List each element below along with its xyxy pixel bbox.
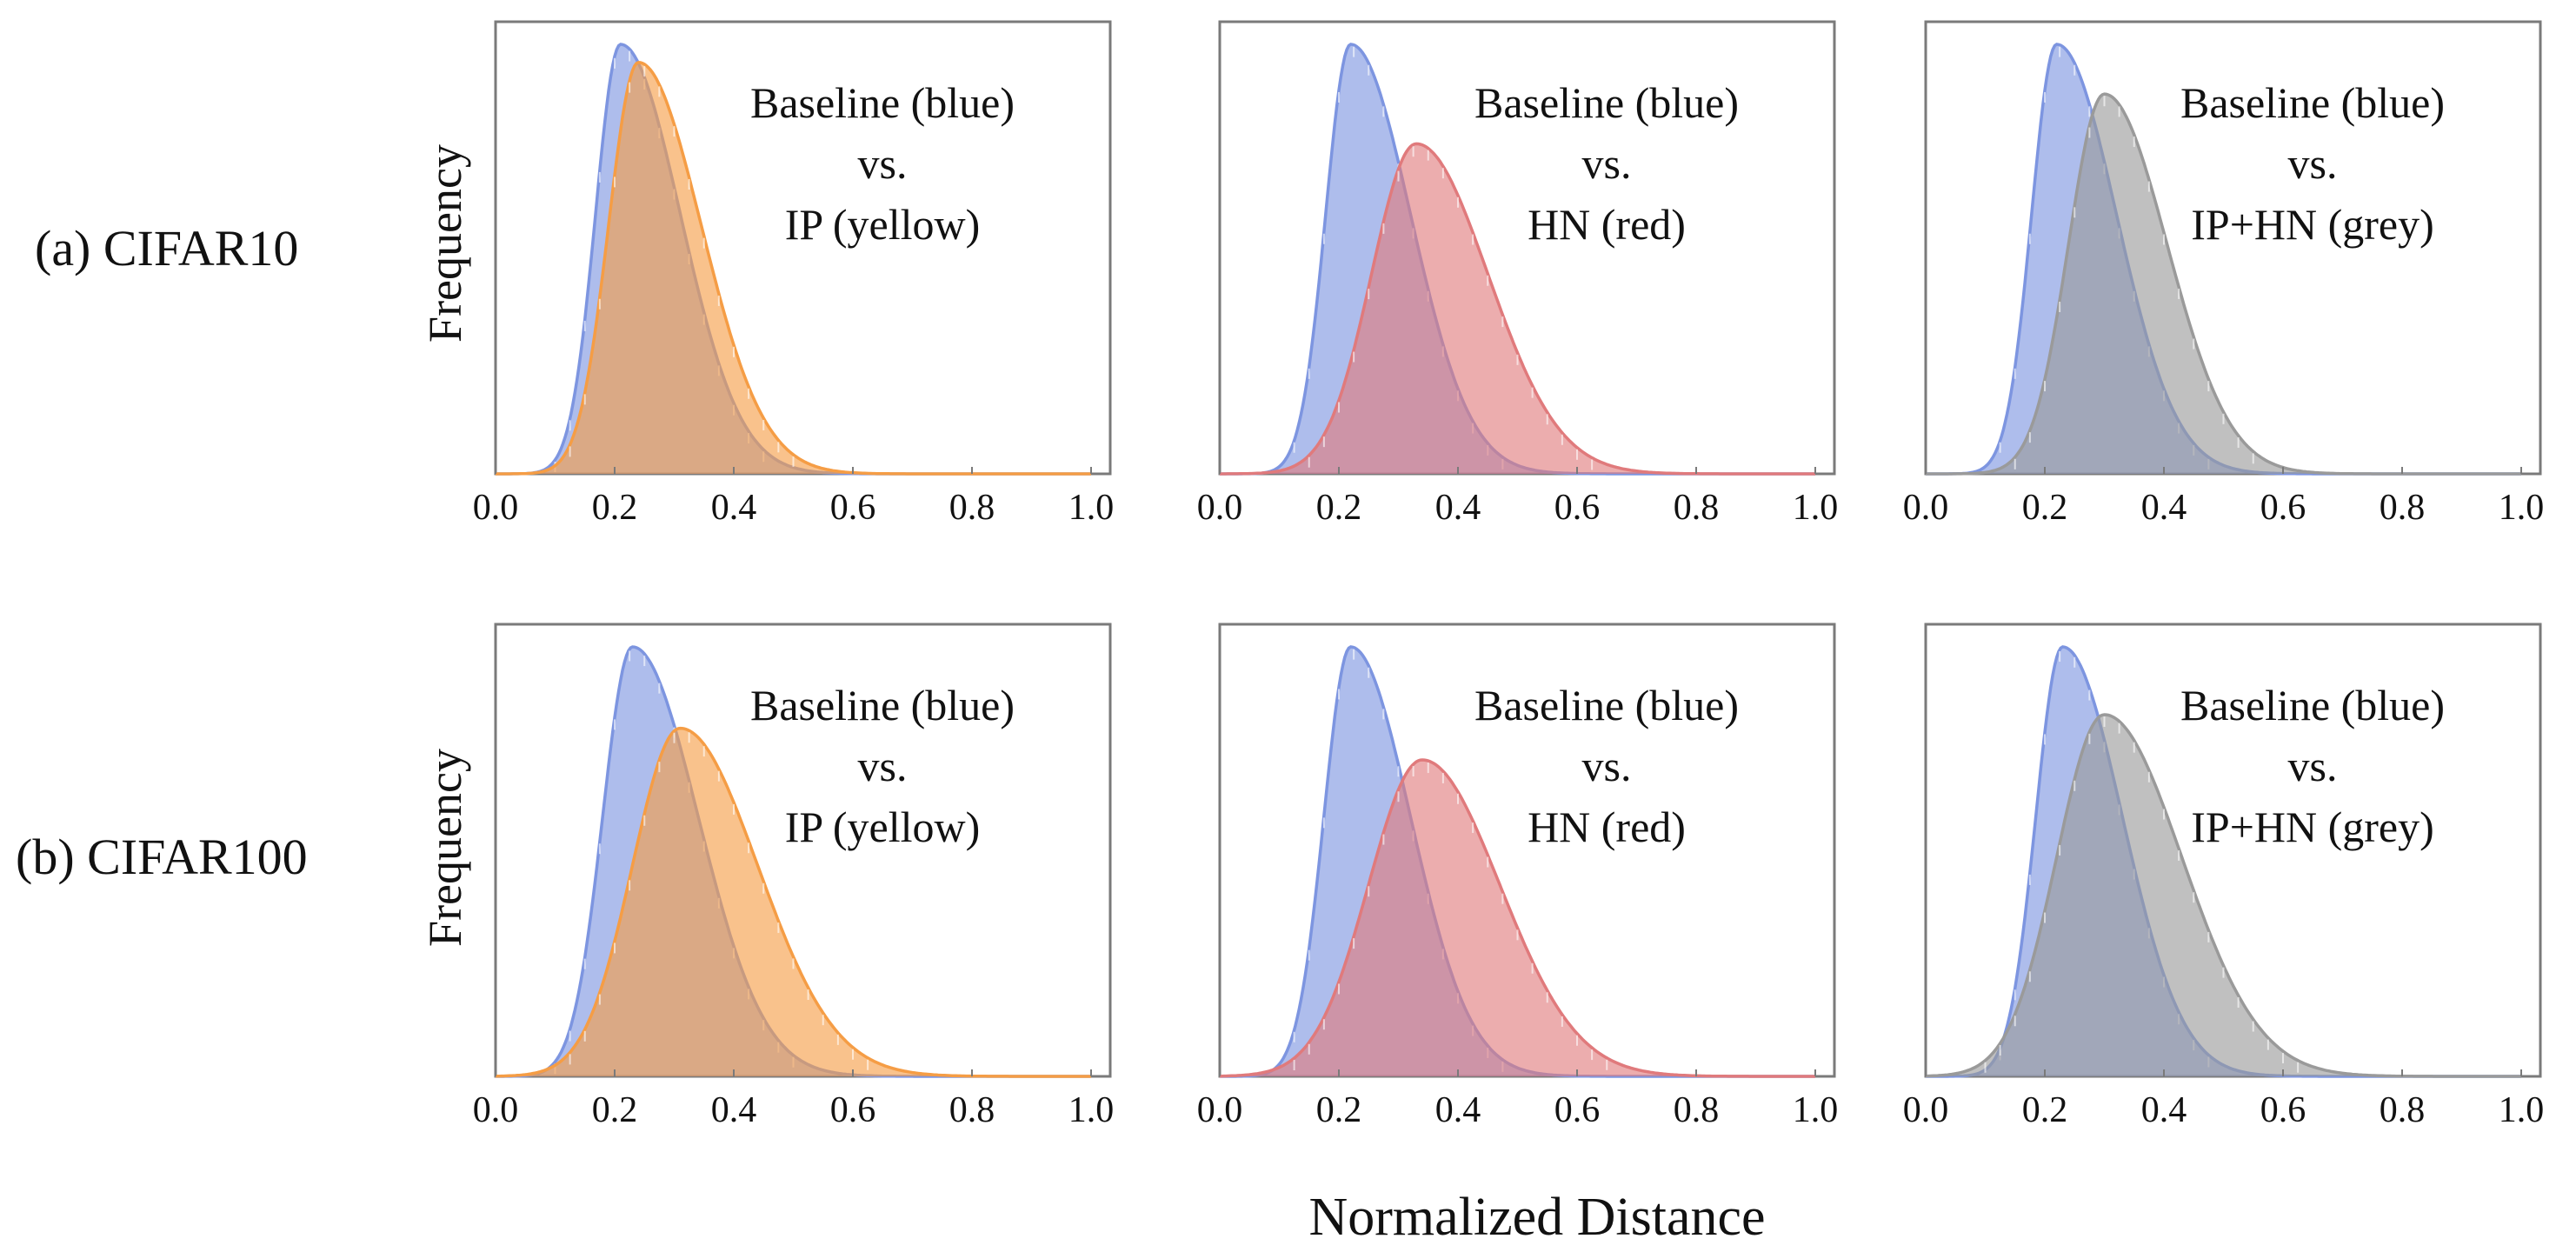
annotation-line-2: vs. [858,139,908,188]
x-tick-label: 0.6 [830,488,876,528]
series-area-ip-hn [1926,715,2521,1076]
series-line-hn [1220,142,1815,476]
series-line-ip-hn [1926,713,2521,1078]
x-tick-label: 0.2 [592,488,638,528]
x-tick-label: 0.2 [1316,488,1362,528]
annotation-line-3: IP+HN (grey) [2191,802,2434,851]
series-line-hn [1220,758,1815,1078]
x-tick-label: 0.6 [2260,1090,2306,1130]
annotation-line-3: HN (red) [1528,802,1686,851]
x-tick-label: 1.0 [1793,1090,1839,1130]
x-tick-label: 0.2 [2022,488,2068,528]
annotation-line-1: Baseline (blue) [1474,681,1739,729]
x-tick-label: 0.6 [2260,488,2306,528]
annotation-line-2: vs. [1582,742,1632,790]
x-tick-label: 0.4 [711,488,757,528]
row-label-cifar100: (b) CIFAR100 [16,829,308,885]
series-line-ip-hn [1926,92,2521,476]
x-tick-label: 0.2 [592,1090,638,1130]
annotation-line-1: Baseline (blue) [2180,78,2445,127]
panel-4: 0.0 0.2 0.4 0.6 0.8 1.0 Baseline (blue) vs. IP (… [473,623,1115,1130]
x-tick-label: 0.8 [2380,1090,2426,1130]
panel-1: 0.0 0.2 0.4 0.6 0.8 1.0 Baseline (blue) vs. IP (… [473,20,1115,528]
panels: 0.0 0.2 0.4 0.6 0.8 1.0 Baseline (blue) vs. IP (… [473,20,2545,1130]
annotation-line-2: vs. [858,742,908,790]
panel-3: 0.0 0.2 0.4 0.6 0.8 1.0 Baseline (blue) vs. IP+H… [1903,20,2545,528]
x-tick-label: 0.0 [1197,488,1243,528]
x-tick-label: 0.0 [1903,1090,1949,1130]
x-tick-label: 0.0 [1903,488,1949,528]
x-axis-label: Normalized Distance [1308,1188,1765,1247]
panel-2: 0.0 0.2 0.4 0.6 0.8 1.0 Baseline (blue) vs. HN (… [1197,20,1839,528]
annotation-line-2: vs. [2288,139,2338,188]
x-tick-label: 0.4 [2141,1090,2187,1130]
series-line-ip [496,61,1091,476]
x-tick-label: 1.0 [1068,1090,1115,1130]
panel-5: 0.0 0.2 0.4 0.6 0.8 1.0 Baseline (blue) vs. HN (… [1197,623,1839,1130]
annotation-line-1: Baseline (blue) [1474,78,1739,127]
x-tick-label: 1.0 [1793,488,1839,528]
x-tick-label: 0.6 [830,1090,876,1130]
x-tick-label: 0.2 [2022,1090,2068,1130]
series-area-hn [1220,143,1815,474]
annotation-line-2: vs. [1582,139,1632,188]
annotation-line-1: Baseline (blue) [2180,681,2445,729]
annotation-line-1: Baseline (blue) [750,78,1015,127]
annotation-line-3: IP (yellow) [785,802,981,851]
x-tick-label: 0.8 [949,1090,995,1130]
x-tick-label: 0.8 [1674,1090,1720,1130]
x-tick-label: 0.0 [1197,1090,1243,1130]
series-line-ip [495,726,1091,1078]
row-label-cifar10: (a) CIFAR10 [35,220,298,276]
x-tick-label: 0.6 [1554,1090,1601,1130]
series-area-hn [1220,760,1815,1076]
annotation-line-3: IP+HN (grey) [2191,200,2434,249]
x-tick-label: 0.8 [949,488,995,528]
x-tick-label: 1.0 [2499,1090,2545,1130]
x-tick-label: 0.8 [2380,488,2426,528]
x-tick-label: 0.4 [1435,488,1481,528]
y-axis-label-bottom: Frequency [419,749,471,947]
x-tick-label: 0.0 [473,488,519,528]
annotation-line-1: Baseline (blue) [750,681,1015,729]
annotation-line-3: IP (yellow) [785,200,981,249]
annotation-line-3: HN (red) [1528,200,1686,249]
series-area-ip-hn [1926,94,2521,474]
x-tick-label: 0.8 [1674,488,1720,528]
x-tick-label: 0.2 [1316,1090,1362,1130]
annotation-line-2: vs. [2288,742,2338,790]
x-tick-label: 1.0 [1068,488,1115,528]
x-tick-label: 0.4 [2141,488,2187,528]
x-tick-label: 0.0 [473,1090,519,1130]
x-tick-label: 0.4 [711,1090,757,1130]
series-area-ip [496,62,1091,475]
y-axis-label-top: Frequency [419,144,471,343]
x-tick-label: 0.4 [1435,1090,1481,1130]
x-tick-label: 0.6 [1554,488,1601,528]
panel-6: 0.0 0.2 0.4 0.6 0.8 1.0 Baseline (blue) vs. IP+H… [1903,623,2545,1130]
x-tick-label: 1.0 [2499,488,2545,528]
